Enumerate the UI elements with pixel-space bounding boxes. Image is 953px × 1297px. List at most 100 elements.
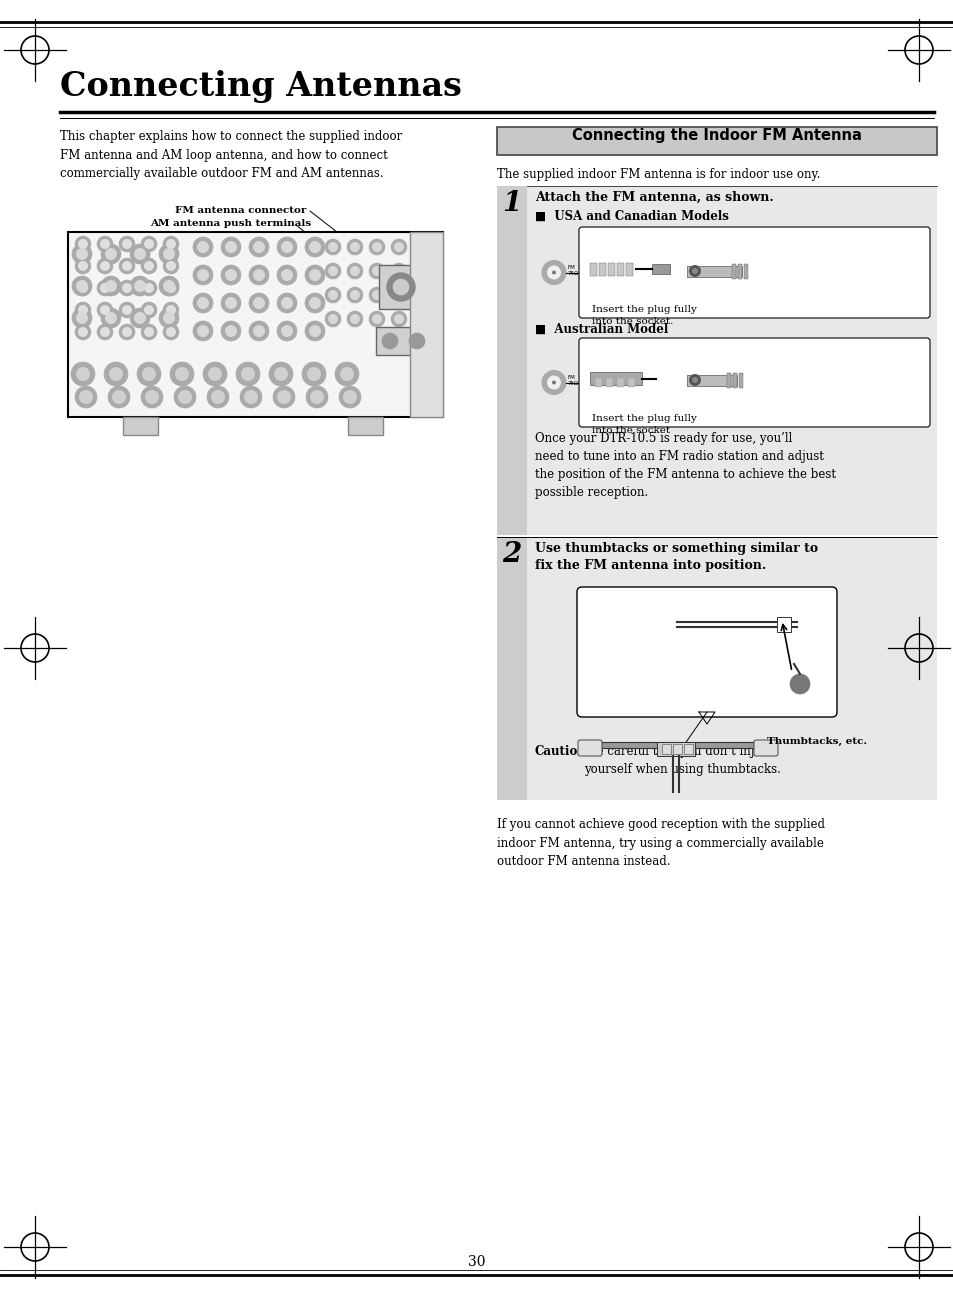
Circle shape — [244, 390, 257, 403]
Circle shape — [159, 244, 179, 265]
Circle shape — [688, 374, 700, 387]
Circle shape — [100, 305, 110, 315]
Circle shape — [133, 313, 146, 324]
Circle shape — [394, 243, 403, 252]
Circle shape — [276, 390, 291, 403]
Circle shape — [163, 280, 179, 296]
Circle shape — [249, 237, 269, 257]
Circle shape — [394, 314, 403, 324]
FancyBboxPatch shape — [578, 339, 929, 427]
Text: If you cannot achieve good reception with the supplied
indoor FM antenna, try us: If you cannot achieve good reception wit… — [497, 818, 824, 868]
Circle shape — [310, 390, 324, 403]
Circle shape — [350, 243, 359, 252]
Bar — [731, 265, 735, 279]
Circle shape — [369, 287, 385, 303]
Circle shape — [338, 387, 360, 409]
Text: 2: 2 — [502, 541, 521, 568]
Bar — [589, 263, 597, 276]
Circle shape — [100, 261, 110, 271]
Bar — [617, 263, 623, 276]
Circle shape — [119, 324, 135, 340]
Circle shape — [105, 313, 117, 324]
Circle shape — [225, 241, 236, 253]
Circle shape — [141, 236, 157, 252]
Bar — [672, 744, 681, 754]
Bar — [627, 377, 635, 387]
Circle shape — [119, 280, 135, 296]
Circle shape — [174, 367, 189, 381]
Circle shape — [369, 239, 385, 256]
Text: Insert the plug fully
into the socket.: Insert the plug fully into the socket. — [592, 305, 696, 326]
Circle shape — [119, 258, 135, 274]
Circle shape — [97, 302, 112, 318]
Text: Use thumbtacks or something similar to
fix the FM antenna into position.: Use thumbtacks or something similar to f… — [535, 542, 818, 572]
Circle shape — [130, 307, 150, 328]
Circle shape — [276, 320, 296, 341]
Circle shape — [225, 297, 236, 309]
Bar — [683, 744, 692, 754]
Text: This chapter explains how to connect the supplied indoor
FM antenna and AM loop : This chapter explains how to connect the… — [60, 130, 402, 180]
Bar — [776, 617, 790, 632]
Circle shape — [75, 236, 91, 252]
Circle shape — [71, 244, 91, 265]
Bar — [661, 744, 670, 754]
Circle shape — [207, 387, 229, 409]
Circle shape — [221, 237, 241, 257]
Text: ■  Australian Model: ■ Australian Model — [535, 323, 667, 336]
Circle shape — [328, 314, 337, 324]
Circle shape — [391, 311, 407, 327]
Circle shape — [369, 311, 385, 327]
Circle shape — [394, 291, 403, 300]
Circle shape — [142, 367, 156, 381]
Bar — [378, 265, 422, 309]
Circle shape — [75, 258, 91, 274]
Circle shape — [688, 265, 700, 278]
Circle shape — [241, 367, 254, 381]
Circle shape — [144, 261, 153, 271]
Bar — [589, 372, 641, 385]
Circle shape — [372, 266, 381, 276]
Circle shape — [369, 263, 385, 279]
Circle shape — [325, 311, 340, 327]
Circle shape — [221, 320, 241, 341]
Circle shape — [122, 327, 132, 337]
Circle shape — [122, 305, 132, 315]
Circle shape — [166, 239, 175, 249]
Circle shape — [75, 280, 91, 296]
Circle shape — [108, 387, 130, 409]
Circle shape — [541, 371, 565, 394]
Circle shape — [391, 287, 407, 303]
Bar — [68, 232, 442, 418]
Circle shape — [166, 327, 175, 337]
Circle shape — [145, 390, 159, 403]
Circle shape — [76, 248, 88, 259]
Circle shape — [309, 241, 320, 253]
Text: Connecting the Indoor FM Antenna: Connecting the Indoor FM Antenna — [572, 128, 861, 143]
Circle shape — [170, 362, 193, 387]
Circle shape — [144, 283, 153, 293]
Bar — [651, 265, 669, 274]
Circle shape — [163, 258, 179, 274]
Bar — [605, 377, 613, 387]
Circle shape — [163, 313, 174, 324]
Text: FM
75Ω: FM 75Ω — [567, 265, 578, 276]
Bar — [375, 327, 431, 355]
Text: Connecting Antennas: Connecting Antennas — [60, 70, 461, 102]
Text: Insert the plug fully
into the socket: Insert the plug fully into the socket — [592, 414, 696, 434]
Circle shape — [137, 362, 161, 387]
Circle shape — [166, 283, 175, 293]
Circle shape — [71, 276, 91, 296]
Circle shape — [78, 305, 88, 315]
Circle shape — [347, 263, 363, 279]
Circle shape — [141, 280, 157, 296]
Circle shape — [133, 280, 146, 292]
Circle shape — [97, 324, 112, 340]
Circle shape — [163, 302, 179, 318]
Circle shape — [122, 239, 132, 249]
Circle shape — [325, 263, 340, 279]
Circle shape — [122, 261, 132, 271]
Circle shape — [309, 297, 320, 309]
Circle shape — [253, 326, 265, 337]
Circle shape — [119, 236, 135, 252]
Circle shape — [100, 239, 110, 249]
